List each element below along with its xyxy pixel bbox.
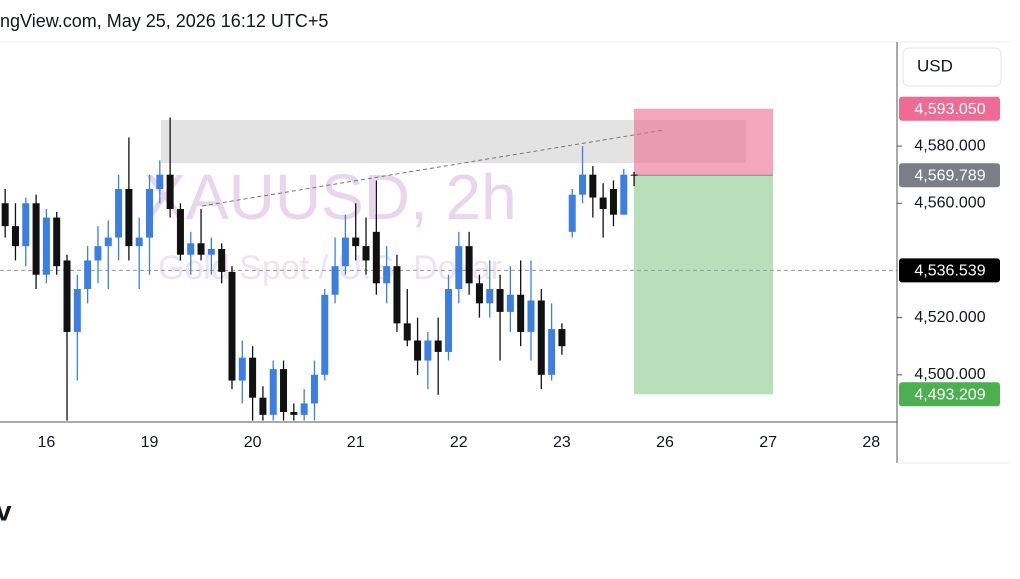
currency-button[interactable]: [902, 47, 1002, 87]
candle-body: [331, 266, 339, 295]
price-label-bg: [899, 163, 1000, 188]
candle-body: [310, 374, 318, 404]
candle-body: [218, 249, 226, 272]
candle-body: [238, 357, 246, 381]
x-tick-label: 26: [656, 434, 674, 451]
y-tick-label: 4,580.000: [914, 137, 985, 154]
price-label-bg: [899, 382, 1000, 407]
candle-body: [300, 403, 308, 415]
target-box: [634, 175, 773, 395]
trend-line: [201, 129, 665, 207]
x-tick-label: 16: [37, 434, 55, 451]
candle-body: [197, 243, 205, 255]
candle-body: [228, 271, 236, 381]
price-label-bg: [899, 96, 1000, 121]
candle-body: [32, 203, 40, 275]
y-tick-label: 4,500.000: [914, 366, 985, 383]
x-tick-label: 23: [553, 434, 571, 451]
header-text: ngView.com, May 25, 2026 16:12 UTC+5: [0, 11, 328, 31]
y-tick-label: 4,560.000: [914, 194, 985, 211]
x-tick-label: 21: [347, 434, 365, 451]
candle-body: [73, 289, 81, 332]
candle-body: [187, 243, 195, 255]
candle-body: [1, 203, 9, 227]
candle-body: [537, 300, 545, 375]
x-tick-label: 20: [244, 434, 262, 451]
candle-body: [496, 289, 504, 312]
x-tick-label: 28: [862, 434, 880, 451]
price-label-bg: [899, 258, 1000, 283]
candle-body: [589, 174, 597, 198]
watermark-description: Gold Spot / U.S. Dollar: [158, 249, 502, 287]
candle-body: [393, 266, 401, 324]
candle-body: [259, 397, 267, 415]
price-label: 4,536.539: [914, 263, 985, 280]
candle-body: [403, 323, 411, 341]
candle-body: [434, 340, 442, 352]
candle-body: [269, 369, 277, 415]
candle-body: [527, 300, 535, 332]
plot-area: [0, 108, 897, 421]
candle-body: [455, 246, 463, 290]
candle-body: [517, 294, 525, 332]
candle-body: [506, 294, 514, 312]
candle-body: [176, 208, 184, 255]
candle-body: [548, 329, 556, 375]
candle-body: [383, 266, 391, 284]
candle-body: [166, 174, 174, 209]
candle-body: [280, 369, 288, 412]
candle-body: [249, 357, 257, 398]
candle-body: [290, 411, 298, 415]
x-tick-label: 22: [450, 434, 468, 451]
candle-body: [465, 246, 473, 284]
candle-body: [558, 329, 566, 347]
candle-body: [84, 260, 92, 290]
candle-body: [414, 340, 422, 361]
candle-body: [486, 289, 494, 304]
candle-body: [11, 226, 19, 247]
price-label: 4,569.789: [914, 167, 985, 184]
candle-body: [620, 174, 628, 215]
candle-body: [115, 188, 123, 238]
candle-body: [341, 237, 349, 267]
candle-body: [630, 174, 638, 176]
candle-body: [22, 203, 30, 247]
candle-body: [53, 217, 61, 267]
candle-body: [352, 237, 360, 247]
candle-body: [599, 197, 607, 209]
candle-body: [568, 194, 576, 232]
candle-body: [321, 294, 329, 375]
candle-body: [445, 289, 452, 352]
candle-body: [362, 246, 370, 261]
footer-text: v: [0, 495, 12, 526]
candle-body: [104, 237, 112, 247]
candle-body: [135, 237, 143, 247]
watermark: XAUUSD, 2h Gold Spot / U.S. Dollar: [143, 161, 516, 287]
currency-label[interactable]: USD: [917, 56, 953, 75]
candle-body: [372, 231, 380, 284]
candle-body: [63, 260, 71, 332]
candle-body: [156, 174, 164, 189]
x-tick-label: 27: [759, 434, 777, 451]
price-label: 4,493.209: [914, 386, 985, 403]
candle-body: [42, 217, 50, 275]
candle-body: [424, 340, 432, 361]
watermark-symbol: XAUUSD, 2h: [143, 161, 516, 233]
candle-body: [579, 174, 587, 195]
candle-body: [207, 249, 215, 255]
stop-box: [634, 108, 773, 176]
candle-body: [125, 188, 133, 247]
candle-body: [609, 188, 617, 215]
price-label: 4,593.050: [914, 101, 985, 118]
candle-body: [94, 246, 102, 261]
x-tick-label: 19: [141, 434, 159, 451]
candle-body: [475, 283, 483, 304]
y-tick-label: 4,520.000: [914, 309, 985, 326]
candle-body: [146, 188, 153, 238]
